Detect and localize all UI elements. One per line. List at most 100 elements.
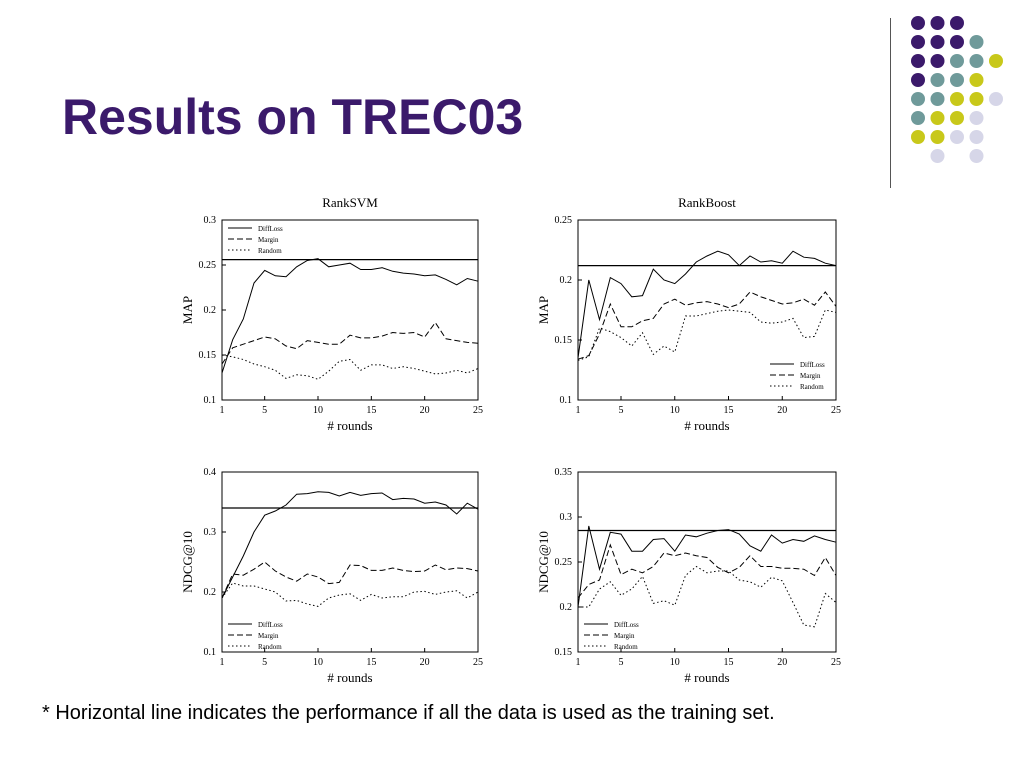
x-axis-label: # rounds: [327, 670, 372, 685]
x-tick-label: 25: [831, 657, 841, 668]
legend: DiffLoss Margin Random: [228, 621, 283, 651]
x-tick-label: 25: [831, 405, 841, 416]
decor-dot: [950, 16, 964, 30]
series-line-random: [221, 582, 479, 607]
decor-dot: [950, 130, 964, 144]
legend-label: Random: [258, 643, 282, 651]
y-tick-label: 0.15: [199, 350, 217, 361]
decor-dot: [911, 73, 925, 87]
y-axis-label: MAP: [536, 296, 551, 324]
x-tick-label: 20: [420, 405, 430, 416]
series-line-random: [577, 309, 837, 361]
decor-dot: [911, 111, 925, 125]
y-axis-label: MAP: [180, 296, 195, 324]
decor-dot: [911, 35, 925, 49]
decor-dot: [930, 130, 945, 144]
slide-title: Results on TREC03: [62, 89, 524, 145]
series-line-diffloss: [577, 525, 837, 608]
y-tick-label: 0.3: [204, 527, 217, 538]
decor-dot: [989, 54, 1003, 68]
decor-dot: [969, 130, 984, 144]
x-tick-label: 10: [313, 405, 323, 416]
decor-dot: [930, 16, 945, 30]
chart-title: RankBoost: [678, 195, 736, 210]
decor-dot: [930, 73, 945, 87]
y-tick-label: 0.35: [555, 467, 573, 478]
decor-dot: [911, 92, 925, 106]
y-tick-label: 0.1: [560, 395, 573, 406]
x-tick-label: 25: [473, 657, 483, 668]
series-line-margin: [577, 291, 837, 360]
y-tick-label: 0.4: [204, 467, 217, 478]
y-tick-label: 0.25: [199, 260, 217, 271]
decor-dot: [930, 54, 945, 68]
y-axis-label: NDCG@10: [536, 531, 551, 593]
y-tick-label: 0.1: [204, 647, 217, 658]
x-tick-label: 10: [313, 657, 323, 668]
chart-title: RankSVM: [322, 195, 378, 210]
series-line-random: [578, 565, 837, 628]
decor-dot: [911, 16, 925, 30]
y-tick-label: 0.2: [204, 305, 217, 316]
y-tick-label: 0.25: [555, 557, 573, 568]
series-line-diffloss: [221, 491, 479, 599]
legend-label: Margin: [800, 372, 821, 380]
decor-dot: [969, 149, 984, 163]
x-axis-label: # rounds: [327, 418, 372, 433]
x-tick-label: 5: [262, 405, 267, 416]
x-tick-label: 5: [619, 657, 624, 668]
x-tick-label: 10: [670, 657, 680, 668]
footnote: * Horizontal line indicates the performa…: [42, 702, 775, 724]
x-tick-label: 20: [420, 657, 430, 668]
x-tick-label: 20: [777, 405, 787, 416]
series-line-diffloss: [221, 258, 479, 374]
x-tick-label: 15: [724, 405, 734, 416]
legend-label: Random: [614, 643, 638, 651]
x-tick-label: 5: [262, 657, 267, 668]
x-tick-label: 15: [366, 657, 376, 668]
x-tick-label: 1: [220, 657, 225, 668]
decor-dot: [930, 35, 945, 49]
decor-dot: [950, 92, 964, 106]
legend-label: DiffLoss: [258, 621, 283, 629]
series-line-diffloss: [577, 250, 837, 359]
series-line-margin: [577, 543, 837, 599]
chart-panel-3: 1 5 10 15 20 250.10.20.30.4# roundsNDCG@10Dif…: [180, 467, 483, 685]
y-tick-label: 0.25: [555, 215, 573, 226]
legend-label: DiffLoss: [258, 225, 283, 233]
series-line-margin: [221, 321, 479, 365]
x-tick-label: 20: [777, 657, 787, 668]
plot-frame: [221, 471, 479, 653]
legend-label: Margin: [614, 632, 635, 640]
decor-dot: [969, 92, 984, 106]
decor-dot: [911, 130, 925, 144]
x-tick-label: 25: [473, 405, 483, 416]
y-tick-label: 0.2: [560, 602, 573, 613]
x-tick-label: 15: [724, 657, 734, 668]
y-axis-label: NDCG@10: [180, 531, 195, 593]
x-tick-label: 15: [366, 405, 376, 416]
decor-dot: [930, 92, 945, 106]
y-tick-label: 0.1: [204, 395, 217, 406]
decor-dot: [930, 111, 945, 125]
decor-dot: [950, 35, 964, 49]
decor-dot: [969, 35, 984, 49]
legend-label: Random: [258, 247, 282, 255]
x-axis-label: # rounds: [684, 670, 729, 685]
decorative-dot-grid: [911, 16, 1003, 163]
decor-dot: [969, 111, 984, 125]
decor-dot: [911, 54, 925, 68]
title-divider-rule: [890, 18, 891, 188]
y-tick-label: 0.2: [204, 587, 217, 598]
decor-dot: [969, 54, 984, 68]
decor-dot: [950, 73, 964, 87]
decor-dot: [969, 73, 984, 87]
x-tick-label: 10: [670, 405, 680, 416]
decor-dot: [950, 111, 964, 125]
x-tick-label: 5: [619, 405, 624, 416]
legend: DiffLoss Margin Random: [584, 621, 639, 651]
decor-dot: [989, 92, 1003, 106]
